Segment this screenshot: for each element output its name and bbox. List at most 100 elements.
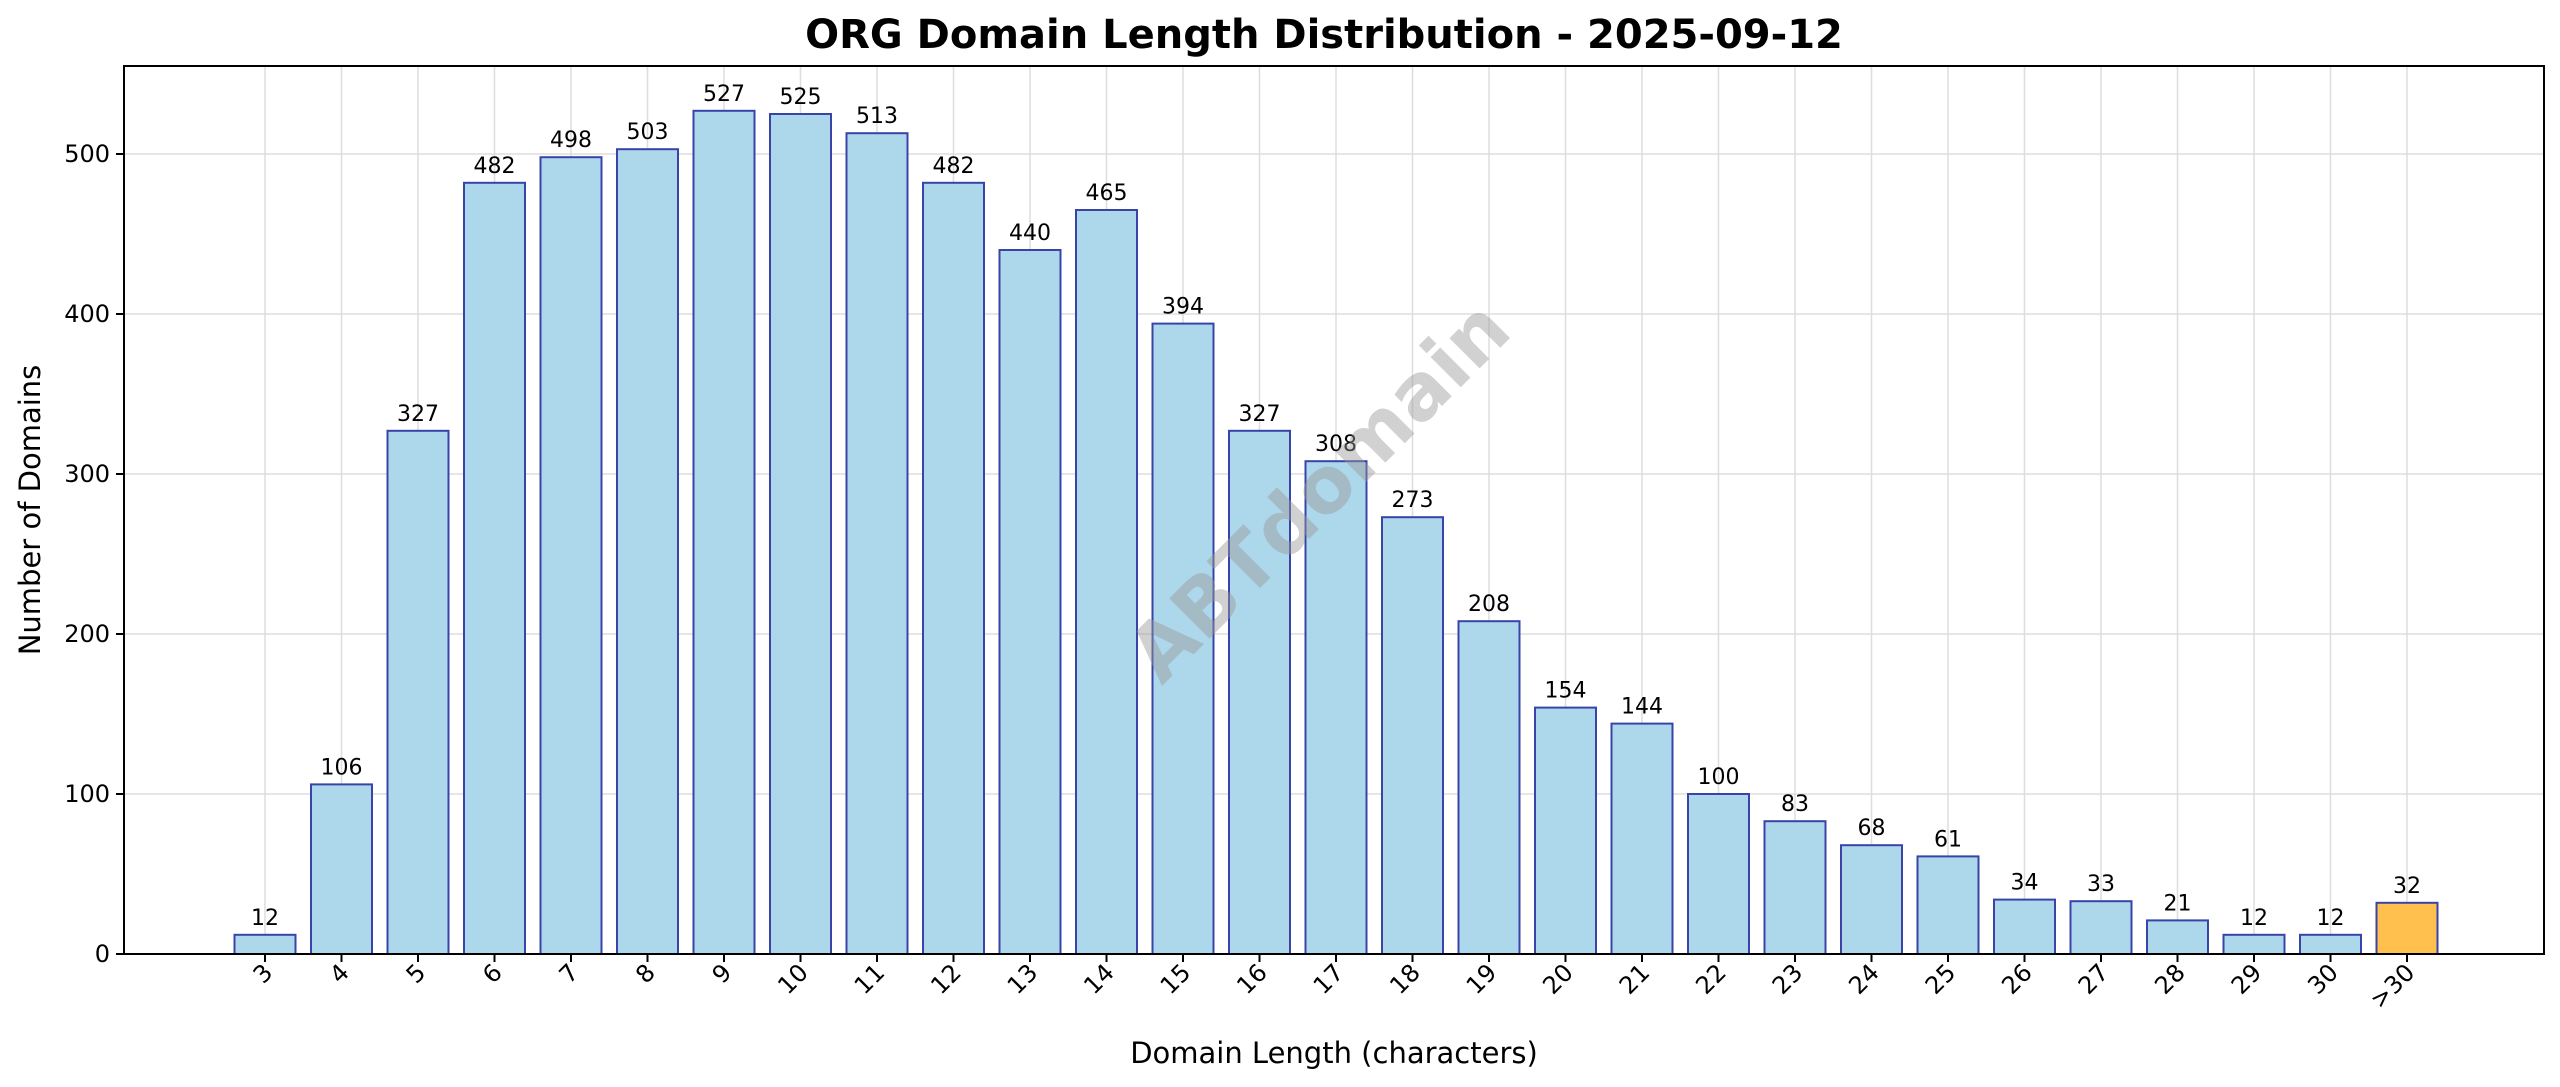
data-label-6: 482 [474,154,516,179]
data-label-4: 106 [321,755,363,780]
bar-21 [1610,722,1674,955]
bar-13 [998,249,1062,955]
bar-4 [310,783,373,956]
bar-6 [463,181,526,956]
y-axis-label: Number of Domains [13,365,47,656]
data-label-30: 12 [2317,906,2345,931]
x-tick-label-14: 14 [1078,958,1119,999]
bar-28 [2146,919,2209,956]
data-label-23: 83 [1781,792,1809,817]
bar-22 [1687,793,1750,955]
bar-17 [1304,460,1368,955]
x-tick-label->30: >30 [2365,958,2421,1014]
bar-14 [1075,209,1138,955]
bar-23 [1763,820,1827,956]
x-tick-label-3: 3 [248,958,279,989]
x-tick-label-9: 9 [707,958,738,989]
data-label-20: 154 [1545,679,1587,704]
x-tick-label-17: 17 [1308,958,1349,999]
data-label-25: 61 [1934,827,1962,852]
bar-16 [1228,429,1291,955]
data-label-14: 465 [1086,181,1128,206]
chart-title: ORG Domain Length Distribution - 2025-09… [805,12,1843,58]
data-label-5: 327 [397,402,439,427]
data-label-29: 12 [2240,906,2268,931]
data-label-21: 144 [1621,695,1663,720]
x-tick-label-20: 20 [1537,958,1578,999]
bar-24 [1840,844,1903,956]
plot-frame [123,65,2545,955]
data-label-19: 208 [1468,592,1510,617]
data-label-16: 327 [1239,402,1281,427]
y-tick-label: 200 [64,620,110,648]
bar-3 [233,933,297,955]
bar-26 [1993,898,2056,955]
bar-19 [1457,620,1521,955]
data-label-18: 273 [1392,488,1434,513]
bar-30 [2299,933,2362,955]
bar-29 [2222,933,2286,955]
x-tick-label-13: 13 [1002,958,1043,999]
y-tick-label: 400 [64,300,110,328]
bar-12 [922,181,985,956]
x-tick-label-30: 30 [2302,958,2343,999]
x-tick-label-6: 6 [477,958,508,989]
x-tick-label-10: 10 [772,958,813,999]
data-label-13: 440 [1009,221,1051,246]
x-tick-label-4: 4 [324,958,355,989]
bar-27 [2069,900,2133,956]
data-label-15: 394 [1162,295,1204,320]
y-tick-label: 100 [64,780,110,808]
y-tick-label: 500 [64,140,110,168]
data-label-28: 21 [2164,891,2192,916]
bar-9 [692,109,756,956]
bar->30 [2375,901,2439,955]
x-axis-ticks: 3 4 5 6 7 8 9 10 11 12 13 14 15 16 17 18 19 20 21 22 23 24 25 2… [248,954,2421,1014]
bar-25 [1916,855,1980,956]
data-label-12: 482 [933,154,975,179]
data-labels: 12 106 327 482 498 503 527 525 513 482 440 465 394 32… [251,82,2421,931]
bar-18 [1381,516,1444,955]
y-tick-label: 0 [95,940,110,968]
x-tick-label-29: 29 [2226,958,2267,999]
bars [233,109,2439,956]
x-tick-label-23: 23 [1767,958,1808,999]
y-axis-ticks: 0 100 200 300 400 500 [64,140,124,968]
x-tick-label-24: 24 [1843,958,1884,999]
bar-8 [616,148,679,955]
data-label-27: 33 [2087,872,2115,897]
data-label-11: 513 [856,104,898,129]
data-label->30: 32 [2393,874,2421,899]
data-label-22: 100 [1698,765,1740,790]
bar-11 [845,132,909,955]
data-label-3: 12 [251,906,279,931]
bar-5 [386,429,450,955]
bar-7 [539,156,603,955]
bar-10 [769,113,832,955]
data-label-17: 308 [1315,432,1357,457]
y-tick-label: 300 [64,460,110,488]
x-tick-label-11: 11 [849,958,890,999]
x-tick-label-19: 19 [1461,958,1502,999]
data-label-24: 68 [1858,816,1886,841]
x-tick-label-22: 22 [1690,958,1731,999]
x-axis-label: Domain Length (characters) [1130,1036,1538,1070]
data-label-26: 34 [2011,871,2039,896]
x-tick-label-12: 12 [925,958,966,999]
x-tick-label-27: 27 [2073,958,2114,999]
x-tick-label-18: 18 [1384,958,1425,999]
x-tick-label-26: 26 [1996,958,2037,999]
x-tick-label-16: 16 [1231,958,1272,999]
data-label-7: 498 [550,128,592,153]
x-tick-label-28: 28 [2149,958,2190,999]
bar-15 [1151,322,1215,956]
x-tick-label-25: 25 [1920,958,1961,999]
data-label-9: 527 [703,82,745,107]
bar-20 [1534,706,1597,955]
x-tick-label-5: 5 [401,958,432,989]
data-label-10: 525 [780,85,822,110]
x-tick-label-21: 21 [1614,958,1655,999]
data-label-8: 503 [627,120,669,145]
x-tick-label-7: 7 [554,958,585,989]
